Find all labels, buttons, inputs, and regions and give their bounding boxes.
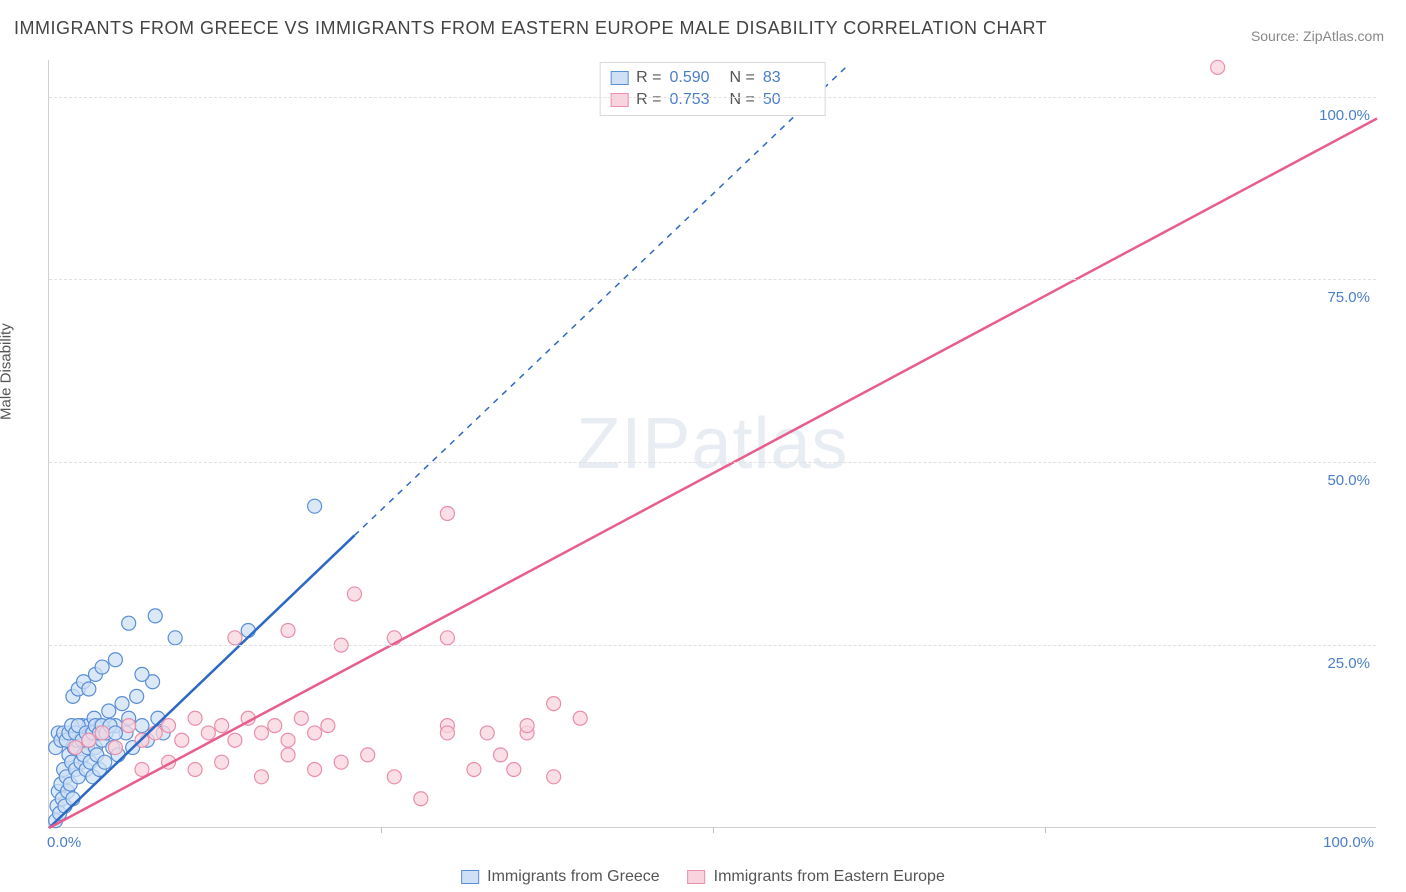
scatter-point <box>130 689 144 703</box>
scatter-point <box>268 719 282 733</box>
scatter-point <box>188 762 202 776</box>
scatter-point <box>361 748 375 762</box>
y-tick-label: 25.0% <box>1327 655 1370 672</box>
scatter-point <box>308 726 322 740</box>
scatter-point <box>228 631 242 645</box>
scatter-point <box>321 719 335 733</box>
legend-n-value: 50 <box>763 91 815 109</box>
plot-area: ZIPatlas R =0.590N =83R =0.753N =50 0.0%… <box>48 60 1376 828</box>
legend-stat-row: R = 0.753 N = 50 <box>610 89 815 111</box>
legend-label: Immigrants from Greece <box>487 868 659 886</box>
source-label: Source: ZipAtlas.com <box>1251 28 1384 44</box>
scatter-point <box>440 631 454 645</box>
scatter-point <box>308 499 322 513</box>
gridline <box>49 279 1376 280</box>
scatter-point <box>387 770 401 784</box>
scatter-point <box>201 726 215 740</box>
x-tick <box>381 827 382 833</box>
scatter-point <box>215 719 229 733</box>
scatter-point <box>122 616 136 630</box>
scatter-point <box>168 631 182 645</box>
scatter-point <box>494 748 508 762</box>
scatter-point <box>294 711 308 725</box>
scatter-point <box>108 726 122 740</box>
legend-n-label: N = <box>730 91 755 109</box>
legend-item: Immigrants from Greece <box>461 868 659 886</box>
legend-n-label: N = <box>730 69 755 87</box>
scatter-point <box>414 792 428 806</box>
scatter-point <box>188 711 202 725</box>
chart-svg <box>49 60 1376 827</box>
scatter-point <box>520 719 534 733</box>
scatter-point <box>215 755 229 769</box>
scatter-point <box>148 609 162 623</box>
scatter-point <box>573 711 587 725</box>
scatter-point <box>95 660 109 674</box>
scatter-point <box>108 741 122 755</box>
scatter-point <box>69 741 83 755</box>
scatter-point <box>254 770 268 784</box>
legend-swatch <box>688 870 706 884</box>
trend-line-dashed <box>354 67 845 535</box>
scatter-point <box>122 719 136 733</box>
scatter-point <box>102 704 116 718</box>
y-tick-label: 50.0% <box>1327 472 1370 489</box>
gridline <box>49 462 1376 463</box>
scatter-point <box>507 762 521 776</box>
scatter-point <box>547 697 561 711</box>
scatter-point <box>334 755 348 769</box>
scatter-point <box>108 653 122 667</box>
y-tick-label: 100.0% <box>1319 107 1370 124</box>
gridline <box>49 645 1376 646</box>
legend-r-value: 0.590 <box>670 69 722 87</box>
legend-bottom: Immigrants from Greece Immigrants from Ea… <box>461 868 945 886</box>
legend-swatch <box>610 71 628 85</box>
gridline <box>49 97 1376 98</box>
legend-stat-row: R = 0.590 N = 83 <box>610 67 815 89</box>
legend-r-label: R = <box>636 69 661 87</box>
legend-swatch <box>461 870 479 884</box>
scatter-point <box>98 755 112 769</box>
scatter-point <box>467 762 481 776</box>
scatter-point <box>1211 60 1225 74</box>
scatter-point <box>281 748 295 762</box>
scatter-point <box>95 726 109 740</box>
trend-line <box>49 119 1377 828</box>
legend-r-value: 0.753 <box>670 91 722 109</box>
scatter-point <box>228 733 242 747</box>
legend-r-label: R = <box>636 91 661 109</box>
scatter-point <box>82 682 96 696</box>
scatter-point <box>440 726 454 740</box>
scatter-point <box>440 506 454 520</box>
legend-swatch <box>610 93 628 107</box>
legend-item: Immigrants from Eastern Europe <box>688 868 945 886</box>
scatter-point <box>547 770 561 784</box>
scatter-point <box>135 719 149 733</box>
scatter-point <box>347 587 361 601</box>
x-origin-label: 0.0% <box>47 834 81 851</box>
scatter-point <box>254 726 268 740</box>
legend-label: Immigrants from Eastern Europe <box>714 868 945 886</box>
scatter-point <box>115 697 129 711</box>
y-tick-label: 75.0% <box>1327 289 1370 306</box>
scatter-point <box>281 624 295 638</box>
scatter-point <box>162 719 176 733</box>
scatter-point <box>135 667 149 681</box>
x-tick <box>1045 827 1046 833</box>
scatter-point <box>308 762 322 776</box>
y-axis-label: Male Disability <box>0 323 15 420</box>
legend-stats: R = 0.590 N = 83 R = 0.753 N = 50 <box>599 62 826 116</box>
scatter-point <box>480 726 494 740</box>
x-tick <box>713 827 714 833</box>
scatter-point <box>241 624 255 638</box>
scatter-point <box>175 733 189 747</box>
x-max-label: 100.0% <box>1323 834 1374 851</box>
scatter-point <box>148 726 162 740</box>
scatter-point <box>281 733 295 747</box>
chart-title: IMMIGRANTS FROM GREECE VS IMMIGRANTS FRO… <box>14 18 1047 39</box>
legend-n-value: 83 <box>763 69 815 87</box>
scatter-point <box>82 733 96 747</box>
